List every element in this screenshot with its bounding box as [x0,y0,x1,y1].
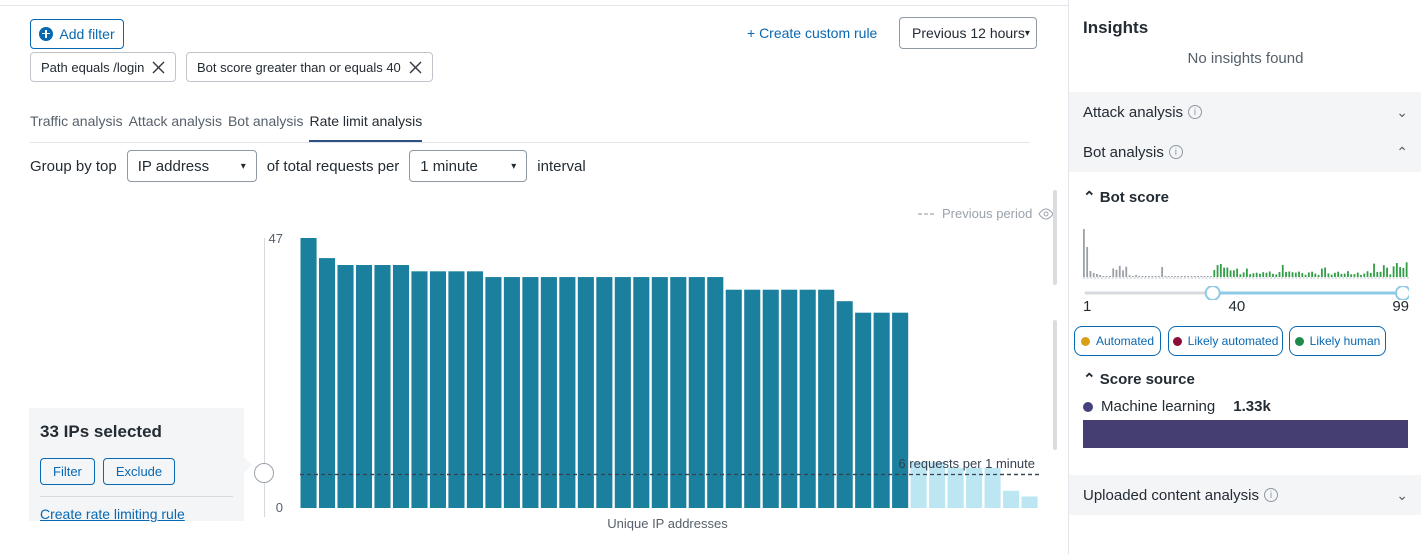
svg-text:47: 47 [269,231,283,246]
svg-text:6 requests per 1 minute: 6 requests per 1 minute [898,456,1035,471]
svg-text:0: 0 [276,500,283,515]
